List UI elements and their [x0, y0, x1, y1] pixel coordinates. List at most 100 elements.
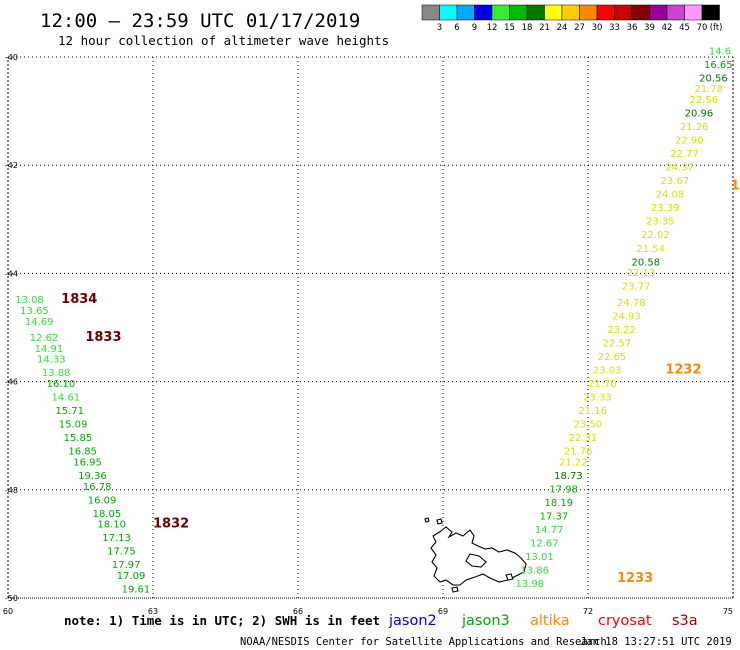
track-labels: 1834 1833 1832 1232 1233 123	[61, 179, 740, 586]
wave-height-value: 19.36	[78, 471, 107, 482]
longitude-tick-label: 60	[3, 607, 13, 616]
wave-height-value: 22.02	[641, 230, 670, 241]
kerguelen-islands	[424, 517, 527, 593]
kerguelen-islet-northwest	[424, 517, 430, 523]
wave-height-value: 21.54	[636, 244, 665, 255]
wave-height-value: 21.76	[564, 447, 593, 458]
legend-label: 15	[504, 23, 515, 33]
legend-swatch	[614, 4, 633, 21]
satellite-jason2-label: jason2	[388, 613, 437, 629]
kerguelen-islet-east	[505, 573, 514, 581]
legend-label: 39	[644, 23, 655, 33]
track-number-label: 1832	[153, 517, 189, 532]
wave-height-value: 16.65	[704, 60, 733, 71]
track-number-label: 1233	[617, 571, 653, 586]
wave-height-value: 14.69	[25, 317, 54, 328]
latitude-tick-label: -42	[5, 161, 18, 170]
wave-height-value: 17.09	[117, 571, 146, 582]
legend-label: 45	[679, 23, 690, 33]
satellite-s3a-label: s3a	[672, 613, 698, 629]
legend-swatch	[596, 4, 615, 21]
latitude-tick-label: -50	[5, 594, 18, 603]
track-number-label: 1834	[61, 292, 97, 307]
wave-height-value: 14.6	[709, 46, 731, 57]
legend-unit: (ft)	[710, 23, 723, 33]
wave-height-value: 20.58	[632, 257, 661, 268]
wave-height-value: 17.13	[102, 533, 131, 544]
wave-height-value: 14.91	[35, 344, 64, 355]
legend-swatch	[579, 4, 598, 21]
wave-height-value: 13.98	[516, 579, 545, 590]
legend-swatch	[684, 4, 703, 21]
wave-height-value: 18.73	[554, 471, 583, 482]
legend-label: 9	[472, 23, 477, 33]
wave-height-value: 21.22	[559, 457, 588, 468]
legend-label: 27	[574, 23, 585, 33]
map-grid	[7, 56, 734, 599]
wave-height-value: 22.57	[603, 338, 632, 349]
wave-height-value: 12.67	[530, 539, 559, 550]
legend-label: 3	[437, 23, 442, 33]
wave-height-value: 13.88	[42, 368, 71, 379]
wave-height-value: 22.77	[670, 149, 699, 160]
wave-height-value: 23.03	[593, 365, 622, 376]
wave-height-value: 17.98	[549, 485, 578, 496]
legend-swatch	[456, 4, 475, 21]
wave-height-value: 20.56	[699, 73, 728, 84]
footer-timestamp: Jan 18 13:27:51 UTC 2019	[580, 636, 732, 648]
legend-label: 30	[592, 23, 603, 33]
latitude-tick-label: -48	[5, 486, 18, 495]
track-number-label: 1833	[85, 330, 121, 345]
wave-height-value: 23.35	[646, 217, 675, 228]
kerguelen-islet-south	[451, 586, 459, 593]
legend-swatch	[421, 4, 440, 21]
longitude-tick-label: 66	[293, 607, 303, 616]
wave-height-value: 13.08	[15, 295, 44, 306]
legend-label: 21	[539, 23, 550, 33]
map-subtitle: 12 hour collection of altimeter wave hei…	[58, 33, 389, 48]
legend-swatch	[649, 4, 668, 21]
legend-swatch	[701, 4, 720, 21]
legend-label: 70	[697, 23, 708, 33]
wave-height-value: 15.71	[55, 406, 84, 417]
wave-height-value: 17.37	[540, 512, 569, 523]
legend-label: 36	[627, 23, 638, 33]
footer-credit: NOAA/NESDIS Center for Satellite Applica…	[240, 636, 607, 648]
satellite-altika-label: altika	[530, 613, 570, 629]
wave-height-value: 22.13	[627, 268, 656, 279]
wave-height-value: 24.93	[612, 311, 641, 322]
longitude-tick-label: 75	[723, 607, 733, 616]
wave-height-value: 22.56	[690, 95, 719, 106]
wave-height-value: 23.33	[583, 393, 612, 404]
map-axis-ticks: 60 63 66 69 72 75 -40 -42 -44 -46 -48 -50	[3, 53, 733, 616]
map-frame	[7, 56, 734, 599]
wave-height-value: 17.97	[112, 560, 141, 571]
wave-height-value: 13.86	[520, 566, 549, 577]
wave-height-value: 22.65	[598, 352, 627, 363]
wave-height-value: 15.85	[64, 433, 93, 444]
legend-label: 42	[662, 23, 673, 33]
legend-swatch	[561, 4, 580, 21]
wave-height-value: 23.50	[574, 420, 603, 431]
legend-label: 24	[557, 23, 568, 33]
legend-swatch	[509, 4, 528, 21]
wave-height-value: 13.65	[20, 306, 49, 317]
wave-height-value: 16.09	[88, 495, 117, 506]
wave-height-value: 16.78	[83, 482, 112, 493]
wave-height-value: 21.70	[588, 379, 617, 390]
wave-height-value: 18.10	[97, 520, 126, 531]
map-title: 12:00 – 23:59 UTC 01/17/2019	[40, 10, 360, 32]
wave-height-value: 22.31	[569, 433, 598, 444]
satellite-legend: jason2 jason3 altika cryosat s3a	[388, 613, 698, 629]
wave-height-value: 13.01	[525, 552, 554, 563]
wave-height-value: 22.90	[675, 136, 704, 147]
wave-height-value: 24.37	[665, 163, 694, 174]
wave-height-value: 21.78	[694, 84, 723, 95]
legend-label: 33	[609, 23, 620, 33]
wave-height-value: 23.67	[661, 176, 690, 187]
wave-height-value: 23.77	[622, 282, 651, 293]
wave-height-value: 23.22	[607, 325, 636, 336]
wave-height-value: 16.10	[47, 379, 76, 390]
